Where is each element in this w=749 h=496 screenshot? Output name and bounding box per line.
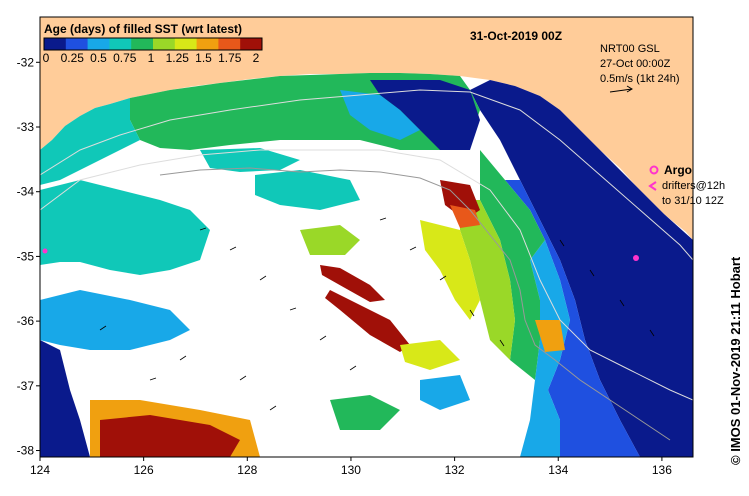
colorbar-swatch <box>174 38 198 50</box>
map-layers <box>40 17 693 457</box>
x-tick-label: 124 <box>30 463 50 477</box>
sst-region-darkred-south <box>100 415 240 457</box>
velocity-scale-arrowhead-icon <box>626 85 633 93</box>
x-axis: 124 126 128 130 132 134 136 <box>30 457 672 477</box>
sst-region-dark-blue-southwest <box>40 340 90 457</box>
x-tick-label: 132 <box>445 463 465 477</box>
drifter-legend-line1: drifters@12h <box>662 180 725 192</box>
velocity-arrow-field <box>99 217 655 411</box>
colorbar-swatch <box>153 38 176 50</box>
colorbar-tick-label: 1.5 <box>195 51 212 65</box>
argo-legend-marker-icon <box>649 165 659 175</box>
date-title: 31-Oct-2019 00Z <box>470 29 562 43</box>
sst-region-green-south <box>330 395 400 430</box>
colorbar-swatch <box>44 38 67 50</box>
argo-float-marker-1 <box>42 248 48 254</box>
colorbar-swatch <box>87 38 110 50</box>
y-tick-label: -34 <box>17 185 35 199</box>
y-axis: -32 -33 -34 -35 -36 -37 -38 <box>17 55 40 458</box>
sst-region-cyan-north <box>340 90 420 140</box>
sst-region-teal-west <box>40 98 140 185</box>
x-tick-label: 134 <box>548 463 568 477</box>
sst-region-cyan-southwest <box>40 290 190 350</box>
x-tick-label: 126 <box>134 463 154 477</box>
sst-region-cyan-south-center <box>420 375 470 410</box>
x-tick-label: 130 <box>341 463 361 477</box>
x-tick-label: 128 <box>237 463 257 477</box>
land-australia <box>40 17 693 240</box>
sst-streak-orange-2 <box>535 320 565 352</box>
argo-float-marker-2 <box>633 255 639 261</box>
colorbar-swatches <box>43 37 263 51</box>
sst-region-green-east <box>480 150 545 380</box>
colorbar-tick-label: 2 <box>253 51 260 65</box>
colorbar-swatch <box>131 38 154 50</box>
sst-region-teal-right-center <box>200 148 300 172</box>
colorbar-tick-label: 0 <box>43 51 50 65</box>
drifter-legend-marker-icon <box>648 181 657 191</box>
credit-text: © IMOS 01-Nov-2019 21:11 Hobart <box>728 256 743 465</box>
sst-region-blue-east <box>505 180 640 457</box>
sst-region-yellow-east <box>420 220 480 320</box>
sst-region-dark-blue-east <box>470 80 693 457</box>
y-tick-label: -36 <box>17 314 35 328</box>
sst-region-teal-center <box>255 170 360 210</box>
sst-region-lime-east <box>460 200 515 360</box>
sst-region-lime-center <box>300 225 360 255</box>
colorbar-swatch <box>240 38 263 50</box>
colorbar-tick-label: 1 <box>148 51 155 65</box>
y-tick-label: -37 <box>17 379 35 393</box>
y-tick-label: -38 <box>17 444 35 458</box>
plot-frame <box>39 16 694 458</box>
colorbar-tick-label: 1.75 <box>218 51 242 65</box>
colorbar-tick-label: 0.25 <box>61 51 85 65</box>
colorbar-swatch <box>109 38 132 50</box>
sst-region-lime-center-2 <box>400 340 460 370</box>
sst-streak-darkred-2 <box>320 265 385 302</box>
colorbar-swatch <box>196 38 219 50</box>
colorbar-swatch <box>65 38 89 50</box>
sst-region-dark-blue-north <box>370 80 480 150</box>
velocity-scale-arrow-icon <box>609 88 633 93</box>
bathymetry-contour-2 <box>40 149 693 401</box>
colorbar-ticks: 0 0.25 0.5 0.75 1 1.25 1.5 1.75 2 <box>43 51 260 65</box>
y-tick-label: -32 <box>17 55 35 69</box>
argo-legend-label: Argo <box>664 163 692 177</box>
colorbar-swatch <box>218 38 241 50</box>
sst-region-teal-west-blob <box>40 180 210 275</box>
y-tick-label: -33 <box>17 120 35 134</box>
coast-line-shelf <box>159 167 671 441</box>
colorbar-outline <box>43 37 263 51</box>
velocity-legend-line3: 0.5m/s (1kt 24h) <box>600 73 679 85</box>
drifter-legend-line2: to 31/10 12Z <box>662 195 724 207</box>
sst-streak-orange-1 <box>450 205 480 228</box>
bathymetry-contour-1 <box>40 89 693 261</box>
argo-legend: Argo drifters@12h to 31/10 12Z <box>648 163 725 207</box>
sst-streak-darkred-1 <box>325 290 410 352</box>
y-tick-label: -35 <box>17 249 35 263</box>
velocity-legend-line1: NRT00 GSL <box>600 43 660 55</box>
colorbar-tick-label: 0.5 <box>90 51 107 65</box>
colorbar-title: Age (days) of filled SST (wrt latest) <box>44 22 242 36</box>
colorbar-tick-label: 0.75 <box>113 51 137 65</box>
velocity-legend-line2: 27-Oct 00:00Z <box>600 58 671 70</box>
colorbar-tick-label: 1.25 <box>166 51 190 65</box>
velocity-legend: NRT00 GSL 27-Oct 00:00Z 0.5m/s (1kt 24h) <box>600 43 679 93</box>
x-tick-label: 136 <box>652 463 672 477</box>
